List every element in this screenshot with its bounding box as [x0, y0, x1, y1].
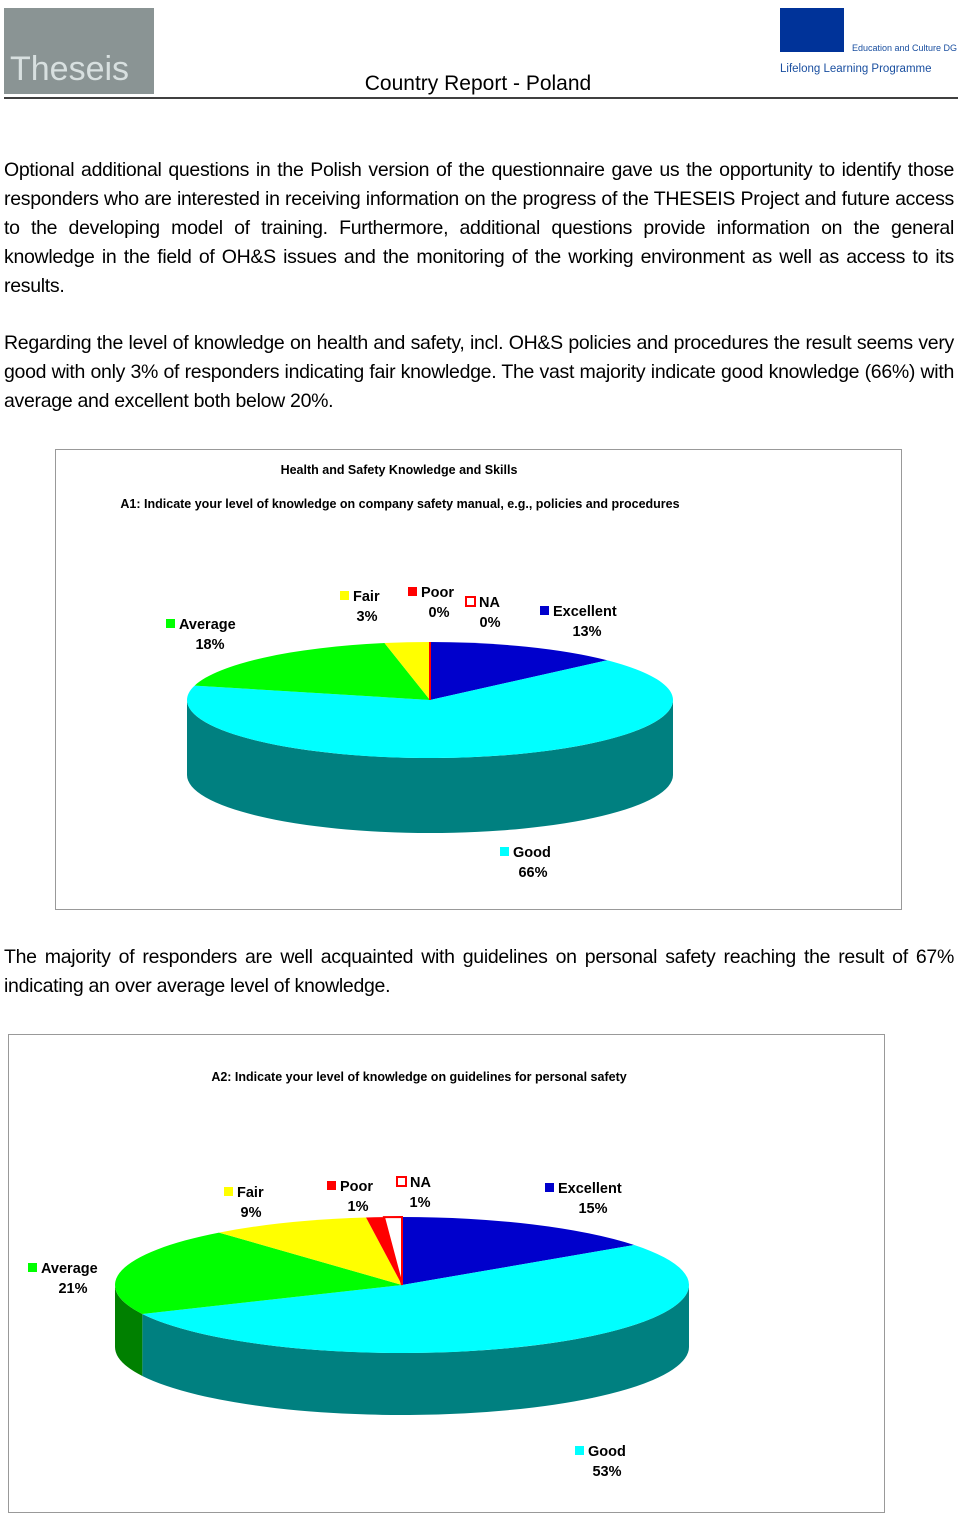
slice-value-label: 15% [578, 1201, 607, 1217]
legend-marker [396, 1176, 407, 1187]
chart-subtitle: A1: Indicate your level of knowledge on … [120, 497, 679, 511]
slice-value-label: 9% [241, 1205, 262, 1221]
logo-image [4, 8, 154, 94]
slice-value-label: 0% [429, 605, 450, 621]
legend-marker [575, 1446, 584, 1455]
pie-slice [366, 1217, 402, 1285]
slice-label: Poor [340, 1179, 373, 1195]
slice-value-label: 0% [480, 615, 501, 631]
slice-side [142, 1285, 689, 1415]
slice-label: Average [179, 617, 236, 633]
slice-label: Fair [237, 1185, 264, 1201]
slice-label: NA [410, 1175, 431, 1191]
slice-label: NA [479, 595, 500, 611]
slice-label: Excellent [558, 1181, 622, 1197]
slice-value-label: 3% [357, 609, 378, 625]
slice-value-label: 18% [195, 637, 224, 653]
paragraph: The majority of responders are well acqu… [4, 946, 954, 997]
eu-flag [780, 8, 844, 52]
legend-marker [500, 847, 509, 856]
logo-caption: Education and Culture DG [852, 43, 957, 53]
legend-marker [340, 591, 349, 600]
legend-marker [465, 596, 476, 607]
chart-title: A2: Indicate your level of knowledge on … [211, 1070, 626, 1084]
header-title: Country Report - Poland [365, 72, 591, 95]
legend-marker [540, 606, 549, 615]
legend-marker [224, 1187, 233, 1196]
slice-value-label: 53% [592, 1464, 621, 1480]
legend-marker [408, 587, 417, 596]
pie-slice [219, 1217, 402, 1285]
legend-marker [545, 1183, 554, 1192]
pie-slice [384, 642, 430, 700]
chart-title: Health and Safety Knowledge and Skills [281, 463, 518, 477]
legend-marker [166, 619, 175, 628]
slice-label: Good [588, 1444, 626, 1460]
pie-slice [382, 1215, 403, 1286]
pie-slice [430, 642, 608, 700]
paragraph: Regarding the level of knowledge on heal… [4, 332, 954, 412]
slice-label: Average [41, 1261, 98, 1277]
slice-side [187, 700, 673, 833]
pie-slice [402, 1217, 635, 1285]
slice-value-label: 1% [348, 1199, 369, 1215]
chart-frame [55, 449, 902, 910]
pie-slice [194, 643, 430, 700]
slice-value-label: 21% [58, 1281, 87, 1297]
pie-slice [114, 1232, 402, 1314]
logo-caption: Lifelong Learning Programme [780, 63, 932, 75]
slice-label: Good [513, 845, 551, 861]
slice-label: Poor [421, 585, 454, 601]
pie-slice [142, 1245, 690, 1354]
pie-slice [186, 660, 673, 758]
logo-text: Theseis [10, 50, 129, 88]
legend-marker [28, 1263, 37, 1272]
paragraph: Optional additional questions in the Pol… [4, 159, 954, 297]
slice-side [115, 1285, 143, 1376]
chart-frame [8, 1034, 885, 1513]
slice-value-label: 13% [572, 624, 601, 640]
slice-value-label: 66% [518, 865, 547, 881]
legend-marker [327, 1181, 336, 1190]
slice-label: Fair [353, 589, 380, 605]
slice-label: Excellent [553, 604, 617, 620]
slice-value-label: 1% [410, 1195, 431, 1211]
